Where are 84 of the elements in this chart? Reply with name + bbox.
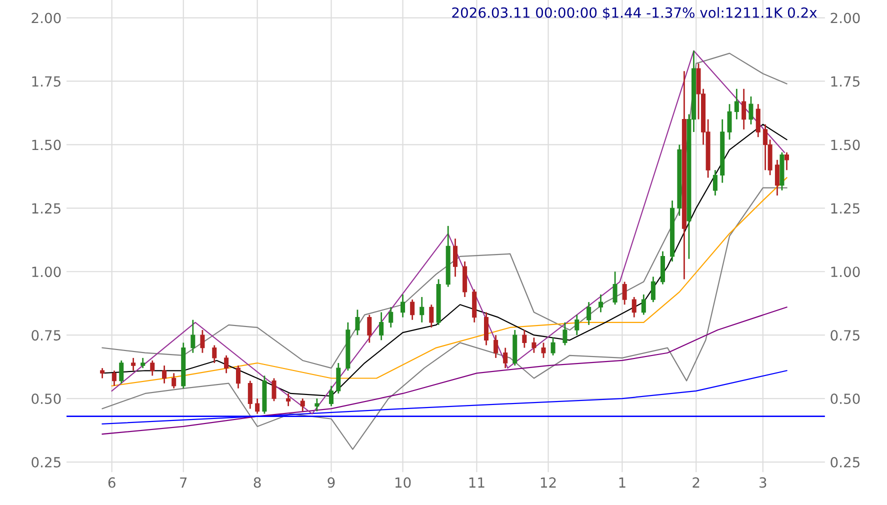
candlestick <box>784 152 790 171</box>
candlestick <box>632 296 636 318</box>
candlestick <box>286 392 291 407</box>
candlestick <box>522 329 527 348</box>
candlestick <box>420 296 424 324</box>
candlestick <box>562 322 568 346</box>
candlestick <box>272 378 276 402</box>
candlestick <box>212 344 217 364</box>
line-series <box>102 187 788 450</box>
candlestick <box>484 312 489 346</box>
candlestick <box>734 88 739 120</box>
candlestick <box>388 306 394 328</box>
candlestick <box>355 309 360 336</box>
candlestick <box>255 398 260 414</box>
candlestick <box>453 238 458 278</box>
candlestick <box>248 380 252 410</box>
candlestick <box>612 270 618 306</box>
candlestick <box>162 364 167 384</box>
y2-tick-label: 1.50 <box>831 140 860 150</box>
candlestick <box>550 336 556 356</box>
candlestick <box>190 319 196 354</box>
candlestick <box>200 329 205 354</box>
candlestick <box>172 372 176 390</box>
candlestick <box>598 294 603 313</box>
candlestick <box>641 294 646 316</box>
candlestick <box>140 357 146 369</box>
x-tick-label: 2 <box>692 477 700 488</box>
x-tick-label: 10 <box>395 477 411 488</box>
candlestick <box>112 370 116 387</box>
x-tick-label: 1 <box>619 477 626 488</box>
y2-tick-label: 1.00 <box>831 266 860 278</box>
candlestick <box>119 360 124 384</box>
y-tick-label: 1.00 <box>32 266 61 278</box>
y2-tick-label: 1.75 <box>831 76 860 87</box>
line-series <box>111 177 788 386</box>
candlestick <box>400 294 406 318</box>
y-tick-label: 0.25 <box>32 456 60 468</box>
y-tick-label: 0.50 <box>32 394 61 404</box>
candlestick <box>367 314 372 344</box>
candlestick <box>494 334 498 359</box>
candlestick <box>410 298 415 321</box>
candlestick <box>236 364 240 390</box>
y2-tick-label: 0.75 <box>830 330 860 341</box>
candlestick <box>503 347 508 369</box>
y-tick-label: 1.75 <box>32 76 60 87</box>
y2-tick-label: 0.50 <box>830 394 860 404</box>
candlestick <box>224 354 229 374</box>
candlestick <box>532 336 536 354</box>
candlestick <box>541 342 546 359</box>
candlestick <box>314 398 320 412</box>
x-tick-label: 11 <box>469 477 484 488</box>
y-tick-label: 2.00 <box>32 12 61 24</box>
x-tick-label: 8 <box>254 477 261 488</box>
candlestick <box>379 312 384 341</box>
candlestick <box>774 159 780 196</box>
candlestick <box>100 367 105 379</box>
x-tick-label: 9 <box>328 477 335 488</box>
candlestick <box>650 276 656 303</box>
candlestick <box>748 96 754 126</box>
chart-title: 2026.03.11 00:00:00 $1.44 -1.37% vol:1211.1K 0.2x <box>452 7 817 20</box>
candlestick <box>622 281 627 306</box>
candlestick <box>328 385 334 407</box>
x-tick-label: 7 <box>180 477 187 488</box>
candlestick <box>300 398 305 412</box>
candlestick <box>586 301 592 326</box>
candlestick <box>756 103 760 138</box>
y-tick-label: 0.75 <box>32 330 60 341</box>
candlestick <box>131 357 136 372</box>
y-tick-label: 1.25 <box>32 203 60 214</box>
y-tick-label: 1.50 <box>32 140 61 150</box>
candlestick <box>727 103 732 140</box>
line-series <box>102 306 788 435</box>
candlestick <box>712 169 718 196</box>
y2-tick-label: 1.25 <box>831 203 860 214</box>
candlestick <box>429 304 434 328</box>
x-tick-label: 3 <box>760 477 766 488</box>
y2-tick-label: 0.25 <box>830 456 860 468</box>
candlestick <box>574 314 580 336</box>
candlestick <box>742 88 746 130</box>
candlestick <box>336 362 341 394</box>
candlestick <box>150 360 155 376</box>
x-tick-label: 6 <box>108 477 116 488</box>
y2-tick-label: 2.00 <box>830 12 860 24</box>
x-tick-label: 12 <box>540 477 556 488</box>
